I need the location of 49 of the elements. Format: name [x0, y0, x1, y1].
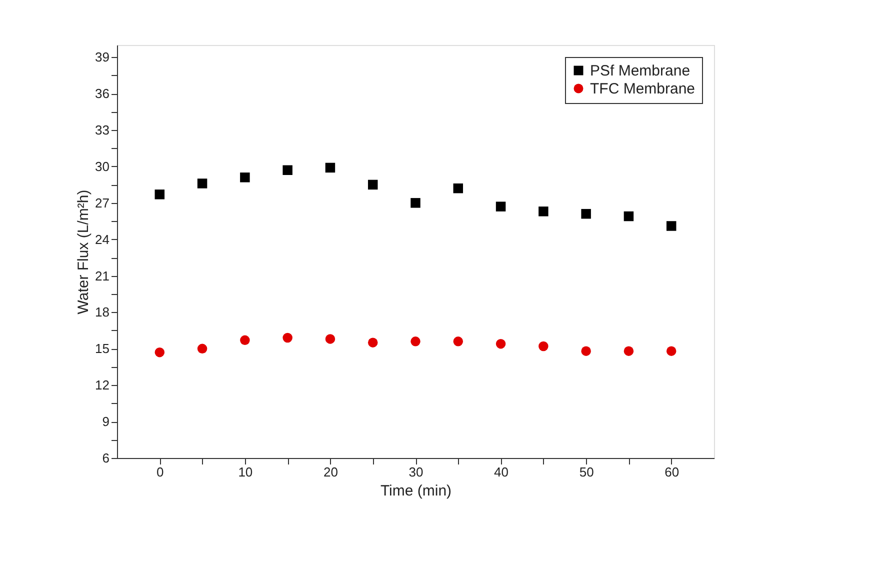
- point: [197, 344, 208, 354]
- x-tick-label: 50: [579, 464, 594, 480]
- point: [410, 336, 420, 346]
- point: [282, 332, 292, 343]
- x-tick-label: 60: [664, 464, 680, 480]
- y-tick-label: 30: [95, 158, 110, 174]
- y-tick-label: 27: [95, 195, 110, 210]
- point: [453, 336, 464, 346]
- point: [240, 335, 250, 346]
- point: [666, 221, 676, 231]
- point: [240, 172, 250, 182]
- point: [154, 347, 165, 358]
- y-tick-label: 18: [95, 304, 110, 320]
- point: [368, 338, 378, 348]
- legend-label: PSf Membrane: [590, 62, 690, 80]
- x-tick-label: 0: [156, 464, 164, 480]
- point: [154, 190, 165, 200]
- y-tick-label: 39: [95, 50, 110, 65]
- x-tick-label: 30: [408, 464, 424, 480]
- y-tick-label: 15: [95, 341, 110, 356]
- point: [410, 198, 420, 208]
- point: [666, 346, 676, 356]
- point: [496, 338, 506, 349]
- point: [197, 178, 208, 188]
- point: [496, 202, 506, 212]
- point: [624, 346, 634, 356]
- y-tick-label: 33: [95, 122, 110, 138]
- y-axis-title: Water Flux (L/m²h): [75, 190, 92, 314]
- y-tick-label: 9: [102, 414, 110, 430]
- point: [581, 208, 591, 219]
- point: [453, 183, 464, 194]
- point: [581, 346, 591, 356]
- point: [624, 211, 634, 222]
- legend-label: TFC Membrane: [590, 80, 696, 98]
- point: [538, 206, 548, 216]
- x-axis-title: Time (min): [380, 482, 452, 500]
- x-tick-label: 10: [238, 464, 253, 480]
- y-tick-label: 6: [102, 450, 110, 466]
- point: [282, 165, 292, 175]
- point: [368, 180, 378, 190]
- y-tick-label: 21: [95, 268, 110, 284]
- y-tick-label: 36: [95, 86, 110, 102]
- x-tick-label: 40: [494, 464, 509, 480]
- point: [538, 341, 548, 352]
- point: [325, 162, 336, 173]
- y-tick-label: 12: [95, 378, 110, 393]
- y-tick-label: 24: [95, 232, 110, 247]
- x-tick-label: 20: [323, 464, 338, 480]
- point: [325, 334, 336, 344]
